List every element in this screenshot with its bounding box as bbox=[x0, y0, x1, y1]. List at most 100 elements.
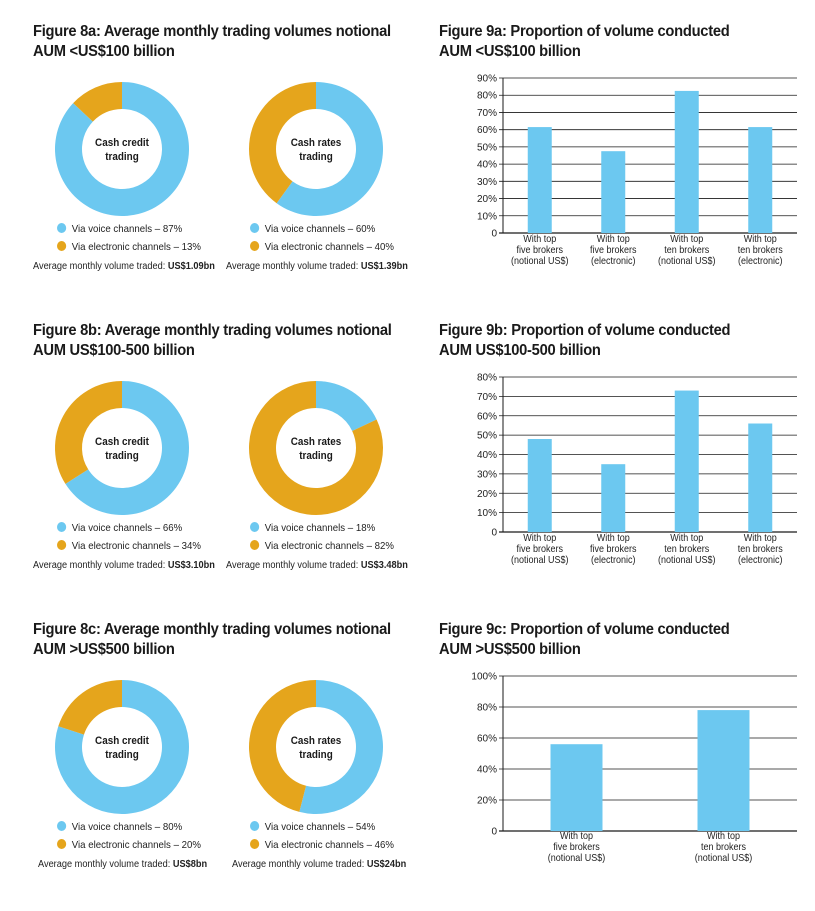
bar bbox=[601, 464, 626, 532]
y-tick-label: 40% bbox=[477, 765, 497, 776]
slice-voice bbox=[65, 381, 189, 515]
voice-dot-icon bbox=[57, 522, 67, 532]
x-category-label: With top bbox=[560, 831, 593, 843]
bar bbox=[527, 127, 552, 233]
y-tick-label: 80% bbox=[477, 91, 497, 102]
y-tick-label: 10% bbox=[477, 508, 497, 519]
x-category-label: ten brokers bbox=[701, 842, 746, 854]
x-category-label: (notional US$) bbox=[658, 555, 715, 567]
y-tick-label: 80% bbox=[477, 703, 497, 714]
x-category-label: five brokers bbox=[517, 544, 564, 556]
y-tick-label: 60% bbox=[477, 411, 497, 422]
donut-center-label: trading bbox=[105, 451, 139, 463]
legend-voice: Via voice channels – 60% bbox=[250, 223, 375, 235]
y-tick-label: 60% bbox=[477, 125, 497, 136]
x-category-label: With top bbox=[707, 831, 740, 843]
x-category-label: five brokers bbox=[590, 245, 637, 257]
y-tick-label: 20% bbox=[477, 489, 497, 500]
donut-center-label: trading bbox=[299, 152, 333, 164]
x-category-label: With top bbox=[523, 234, 556, 246]
average-volume: Average monthly volume traded: US$3.48bn bbox=[226, 560, 408, 571]
y-tick-label: 50% bbox=[477, 142, 497, 153]
x-category-label: (notional US$) bbox=[658, 256, 715, 268]
slice-electronic bbox=[249, 680, 316, 812]
electronic-dot-icon bbox=[57, 241, 67, 251]
x-category-label: ten brokers bbox=[664, 544, 709, 556]
electronic-dot-icon bbox=[250, 540, 260, 550]
x-category-label: ten brokers bbox=[664, 245, 709, 257]
figure-9b-title: Figure 9b: Proportion of volume conducte… bbox=[439, 322, 731, 359]
legend-voice: Via voice channels – 80% bbox=[57, 821, 182, 833]
donut-center-label: Cash rates bbox=[291, 437, 342, 449]
average-volume: Average monthly volume traded: US$24bn bbox=[232, 859, 407, 870]
donut-center-label: trading bbox=[105, 750, 139, 762]
legend-electronic: Via electronic channels – 40% bbox=[250, 241, 394, 253]
y-tick-label: 0 bbox=[491, 229, 497, 240]
legend-electronic: Via electronic channels – 34% bbox=[57, 540, 201, 552]
donut-chart: Cash credit trading bbox=[54, 680, 189, 814]
slice-electronic bbox=[73, 82, 122, 122]
voice-dot-icon bbox=[250, 821, 260, 831]
bar bbox=[601, 151, 626, 233]
legend-electronic: Via electronic channels – 82% bbox=[250, 540, 394, 552]
x-category-label: (notional US$) bbox=[548, 853, 605, 865]
figure-9a-title: Figure 9a: Proportion of volume conducte… bbox=[439, 23, 730, 60]
legend-electronic: Via electronic channels – 20% bbox=[57, 839, 201, 851]
x-category-label: (notional US$) bbox=[695, 853, 752, 865]
average-volume: Average monthly volume traded: US$1.39bn bbox=[226, 261, 408, 272]
x-category-label: (electronic) bbox=[738, 555, 782, 567]
slice-voice bbox=[276, 82, 383, 216]
average-volume: Average monthly volume traded: US$3.10bn bbox=[33, 560, 215, 571]
x-category-label: five brokers bbox=[517, 245, 564, 257]
x-category-label: five brokers bbox=[590, 544, 637, 556]
x-category-label: (electronic) bbox=[738, 256, 782, 268]
x-category-label: (electronic) bbox=[591, 256, 635, 268]
donut-chart: Cash credit trading bbox=[55, 381, 189, 515]
bar bbox=[674, 390, 699, 532]
y-tick-label: 60% bbox=[477, 734, 497, 745]
x-category-label: ten brokers bbox=[738, 544, 783, 556]
bar bbox=[697, 710, 750, 831]
voice-dot-icon bbox=[57, 821, 67, 831]
donut-center-label: Cash rates bbox=[291, 138, 342, 150]
x-category-label: five brokers bbox=[553, 842, 600, 854]
bar bbox=[527, 439, 552, 532]
bar bbox=[550, 744, 603, 831]
y-tick-label: 50% bbox=[477, 431, 497, 442]
x-category-label: With top bbox=[597, 533, 630, 545]
legend-electronic: Via electronic channels – 46% bbox=[250, 839, 394, 851]
x-category-label: (notional US$) bbox=[511, 555, 568, 567]
donut-chart: Cash rates trading bbox=[248, 82, 383, 216]
donut-center-label: Cash credit bbox=[95, 736, 149, 748]
donut-chart: Cash credit trading bbox=[55, 82, 189, 216]
donut-center-label: trading bbox=[299, 750, 333, 762]
bar bbox=[748, 423, 773, 532]
average-volume: Average monthly volume traded: US$1.09bn bbox=[33, 261, 215, 272]
y-tick-label: 40% bbox=[477, 160, 497, 171]
slice-electronic bbox=[55, 381, 122, 484]
donut-chart: Cash rates trading bbox=[249, 380, 383, 515]
figure-8b-title: Figure 8b: Average monthly trading volum… bbox=[33, 322, 392, 359]
y-tick-label: 20% bbox=[477, 796, 497, 807]
slice-voice bbox=[299, 680, 384, 814]
y-tick-label: 100% bbox=[471, 672, 497, 683]
legend-voice: Via voice channels – 87% bbox=[57, 223, 182, 235]
donut-center-label: trading bbox=[105, 152, 139, 164]
x-category-label: With top bbox=[670, 533, 703, 545]
y-tick-label: 30% bbox=[477, 469, 497, 480]
x-category-label: With top bbox=[523, 533, 556, 545]
donut-chart: Cash rates trading bbox=[249, 680, 384, 814]
x-category-label: With top bbox=[670, 234, 703, 246]
electronic-dot-icon bbox=[250, 839, 260, 849]
voice-dot-icon bbox=[250, 522, 260, 532]
slice-electronic bbox=[58, 680, 122, 735]
electronic-dot-icon bbox=[57, 540, 67, 550]
x-category-label: With top bbox=[744, 234, 777, 246]
slice-voice bbox=[316, 380, 377, 431]
slice-voice bbox=[54, 680, 189, 814]
figure-8a-title: Figure 8a: Average monthly trading volum… bbox=[33, 23, 391, 60]
y-tick-label: 0 bbox=[491, 528, 497, 539]
donut-center-label: Cash credit bbox=[95, 437, 149, 449]
